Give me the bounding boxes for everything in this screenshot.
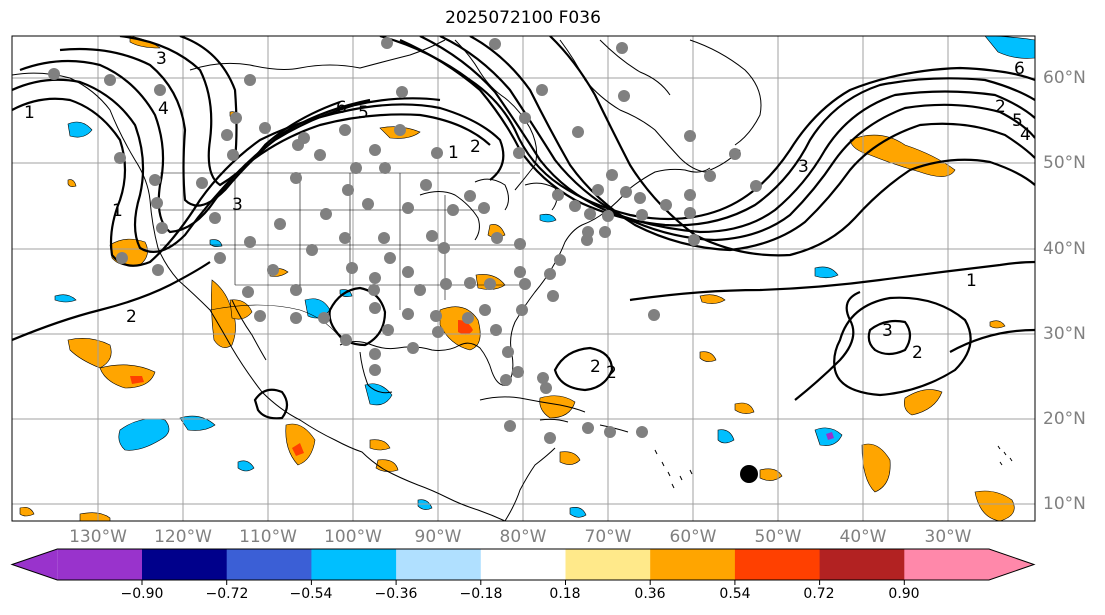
contour-label: 5: [358, 103, 369, 123]
lon-label: 100°W: [324, 527, 382, 547]
lat-label: 20°N: [1043, 409, 1086, 429]
contour-label: 1: [966, 271, 977, 291]
contour-label: 3: [882, 321, 893, 341]
contour-label: 2: [126, 307, 137, 327]
map-title: 2025072100 F036: [445, 8, 601, 28]
lon-label: 130°W: [69, 527, 127, 547]
lat-label: 40°N: [1043, 239, 1086, 259]
colorbar-tick-label: −0.54: [289, 586, 333, 602]
station-markers: [48, 37, 762, 444]
contour-label: 2: [590, 357, 601, 377]
contour-label: 3: [156, 49, 167, 69]
map-frame: [11, 35, 1036, 522]
colorbar-tick-label: 0.36: [634, 586, 666, 602]
contour-label: 4: [158, 99, 169, 119]
lat-label: 50°N: [1043, 153, 1086, 173]
contour-label: 5: [1012, 111, 1023, 131]
contour-lines: [12, 36, 1035, 420]
lat-lon-grid: [12, 36, 1035, 521]
contour-label: 3: [232, 195, 243, 215]
colorbar-tick-label: 0.18: [549, 586, 581, 602]
contour-label: 4: [1020, 125, 1031, 145]
lon-label: 40°W: [839, 527, 887, 547]
contour-label: 2: [470, 137, 481, 157]
lon-label: 30°W: [924, 527, 972, 547]
lat-label: 10°N: [1043, 494, 1086, 514]
colorbar-tick-label: 0.54: [719, 586, 751, 602]
contour-label: 2: [606, 363, 617, 383]
lon-label: 110°W: [239, 527, 297, 547]
lat-label: 30°N: [1043, 324, 1086, 344]
lon-label: 120°W: [154, 527, 212, 547]
contour-label: 6: [1014, 59, 1025, 79]
contour-label: 1: [112, 201, 123, 221]
contour-value-labels: 1 2 3 4 5 6 1 2 3 1 2 3 2 1 2 3 4 5 6 2: [24, 49, 1031, 383]
lon-label: 80°W: [499, 527, 547, 547]
highlight-marker: [740, 465, 758, 483]
contour-label: 2: [912, 343, 923, 363]
contour-label: 3: [798, 157, 809, 177]
colorbar-tick-label: −0.18: [459, 586, 503, 602]
lon-label: 60°W: [669, 527, 717, 547]
contour-label: 6: [336, 98, 347, 118]
lon-label: 90°W: [414, 527, 462, 547]
contour-label: 1: [24, 103, 35, 123]
contour-label: 2: [995, 97, 1006, 117]
lon-label: 70°W: [584, 527, 632, 547]
colorbar-tick-label: 0.90: [888, 586, 920, 602]
lat-label: 60°N: [1043, 68, 1086, 88]
lon-label: 50°W: [754, 527, 802, 547]
colorbar-tick-label: −0.36: [374, 586, 418, 602]
anomaly-shading: [19, 36, 1035, 521]
colorbar-tick-label: 0.72: [803, 586, 835, 602]
colorbar-tick-label: −0.72: [205, 586, 249, 602]
colorbar-tick-label: −0.90: [120, 586, 164, 602]
contour-label: 1: [448, 143, 459, 163]
